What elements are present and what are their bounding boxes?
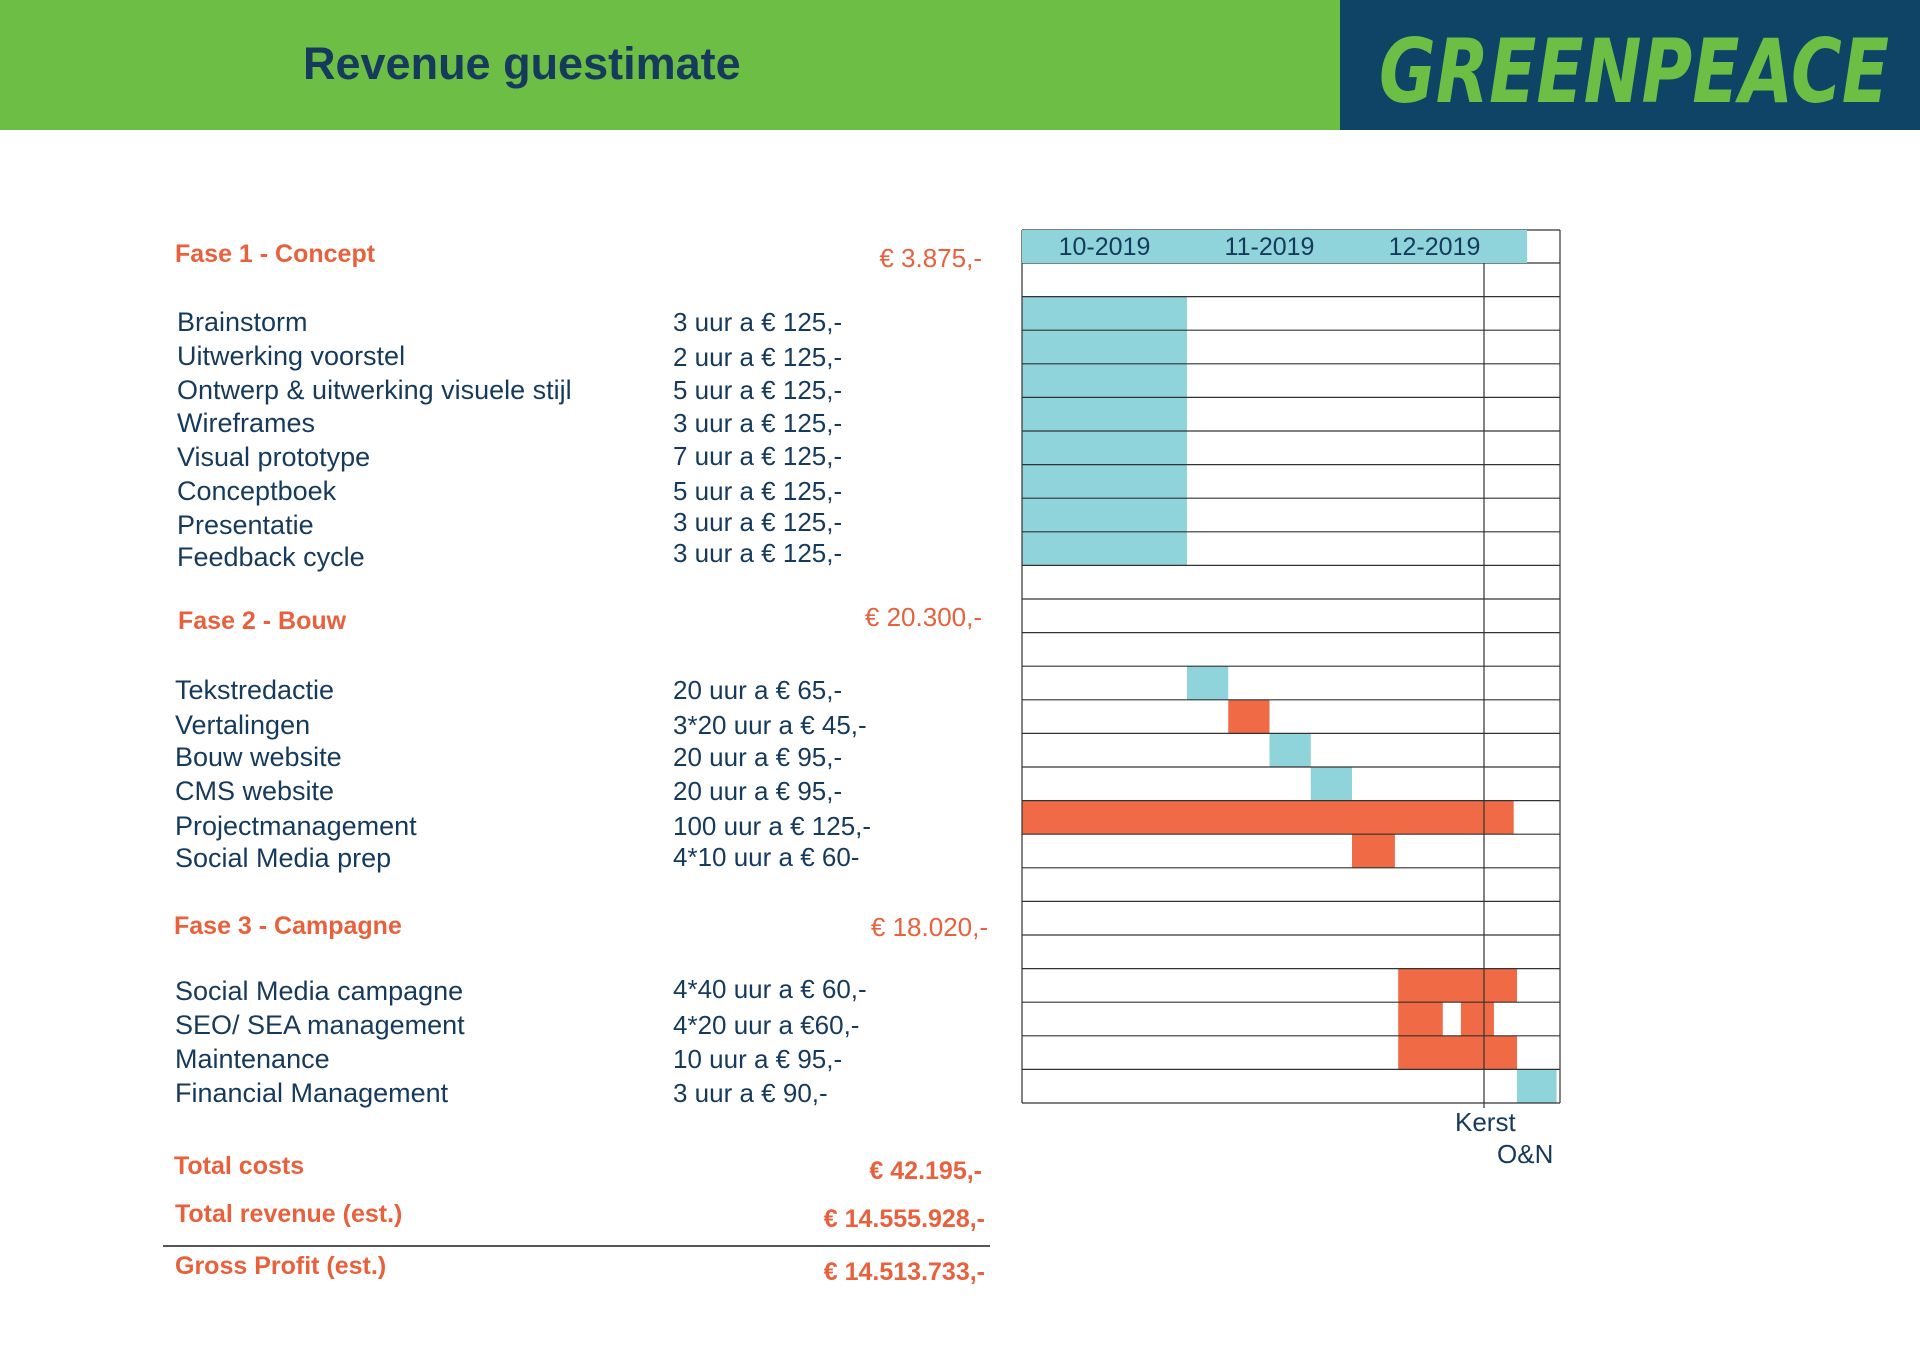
gantt-bar xyxy=(1352,834,1395,868)
task-name: Conceptboek xyxy=(177,476,337,506)
total-costs-value: € 42.195,- xyxy=(869,1157,982,1185)
task-name: Tekstredactie xyxy=(175,675,335,705)
gantt-bar xyxy=(1022,800,1514,835)
task-name: Bouw website xyxy=(175,742,342,772)
task-rate: 3*20 uur a € 45,- xyxy=(673,710,867,740)
gantt-bar xyxy=(1517,1069,1557,1103)
task-rate: 3 uur a € 125,- xyxy=(673,408,843,438)
total-revenue-label: Total revenue (est.) xyxy=(175,1200,403,1228)
task-name: Feedback cycle xyxy=(177,542,365,572)
task-rate: 3 uur a € 125,- xyxy=(673,538,843,568)
gross-profit-label: Gross Profit (est.) xyxy=(175,1252,387,1280)
task-rate: 7 uur a € 125,- xyxy=(673,441,843,471)
phase-2-title: Fase 2 - Bouw xyxy=(178,607,347,635)
gantt-bar xyxy=(1398,1035,1517,1070)
gantt-bar xyxy=(1398,968,1517,1003)
task-name: SEO/ SEA management xyxy=(175,1010,465,1040)
month-label: 12-2019 xyxy=(1389,233,1481,261)
gantt-chart: 10-2019 11-2019 12-2019 xyxy=(1021,229,1561,1108)
task-name: Uitwerking voorstel xyxy=(177,341,406,371)
task-rate: 2 uur a € 125,- xyxy=(673,342,843,372)
gantt-bar xyxy=(1269,733,1311,767)
task-rate: 3 uur a € 125,- xyxy=(673,507,843,537)
task-name: Social Media prep xyxy=(175,843,392,873)
phase-1-price: € 3.875,- xyxy=(879,243,982,273)
month-header-cell xyxy=(1352,230,1527,263)
header-bar xyxy=(0,0,1340,130)
gantt-bar xyxy=(1187,666,1229,700)
task-rate: 4*10 uur a € 60- xyxy=(673,842,860,872)
page-title: Revenue guestimate xyxy=(303,38,741,89)
task-rate: 20 uur a € 95,- xyxy=(673,742,843,772)
task-rate: 20 uur a € 95,- xyxy=(673,776,843,806)
greenpeace-logo: GREENPEACE xyxy=(1379,20,1889,118)
task-name: Projectmanagement xyxy=(175,811,417,841)
phase-3-title: Fase 3 - Campagne xyxy=(174,912,402,940)
task-name: Vertalingen xyxy=(175,710,311,740)
task-rate: 4*20 uur a €60,- xyxy=(673,1010,860,1040)
task-name: Maintenance xyxy=(175,1044,330,1074)
task-name: Presentatie xyxy=(177,510,314,540)
phase-3-price: € 18.020,- xyxy=(870,912,988,942)
task-rate: 20 uur a € 65,- xyxy=(673,675,843,705)
phase-2-price: € 20.300,- xyxy=(864,602,982,632)
month-header-cell xyxy=(1022,230,1187,263)
task-rate: 4*40 uur a € 60,- xyxy=(673,974,867,1004)
task-rate: 3 uur a € 90,- xyxy=(673,1078,828,1108)
logo-text: GREENPEACE xyxy=(1379,20,1889,118)
task-name: Wireframes xyxy=(177,408,316,438)
task-name: Social Media campagne xyxy=(175,976,464,1006)
task-rate: 5 uur a € 125,- xyxy=(673,476,843,506)
gantt-bar xyxy=(1310,767,1352,801)
task-name: Brainstorm xyxy=(177,307,308,337)
month-label: 10-2019 xyxy=(1059,233,1151,261)
gantt-bar xyxy=(1398,1002,1443,1036)
task-name: Financial Management xyxy=(175,1078,449,1108)
task-name: Ontwerp & uitwerking visuele stijl xyxy=(177,375,572,405)
month-label: 11-2019 xyxy=(1225,233,1315,261)
task-rate: 3 uur a € 125,- xyxy=(673,307,843,337)
task-rate: 5 uur a € 125,- xyxy=(673,375,843,405)
total-costs-label: Total costs xyxy=(174,1152,305,1180)
gross-profit-value: € 14.513.733,- xyxy=(823,1258,985,1286)
totals-divider xyxy=(163,1245,990,1247)
task-name: CMS website xyxy=(175,776,335,806)
total-revenue-value: € 14.555.928,- xyxy=(823,1205,985,1233)
task-rate: 100 uur a € 125,- xyxy=(673,811,872,841)
gantt-bar xyxy=(1460,1002,1494,1036)
phase-1-title: Fase 1 - Concept xyxy=(175,240,376,268)
o-n-label: O&N xyxy=(1497,1139,1554,1169)
task-name: Visual prototype xyxy=(177,442,371,472)
month-header-cell xyxy=(1187,230,1352,263)
kerst-label: Kerst xyxy=(1455,1107,1516,1137)
gantt-bar xyxy=(1228,699,1270,734)
logo-panel xyxy=(1340,0,1920,130)
task-rate: 10 uur a € 95,- xyxy=(673,1044,843,1074)
